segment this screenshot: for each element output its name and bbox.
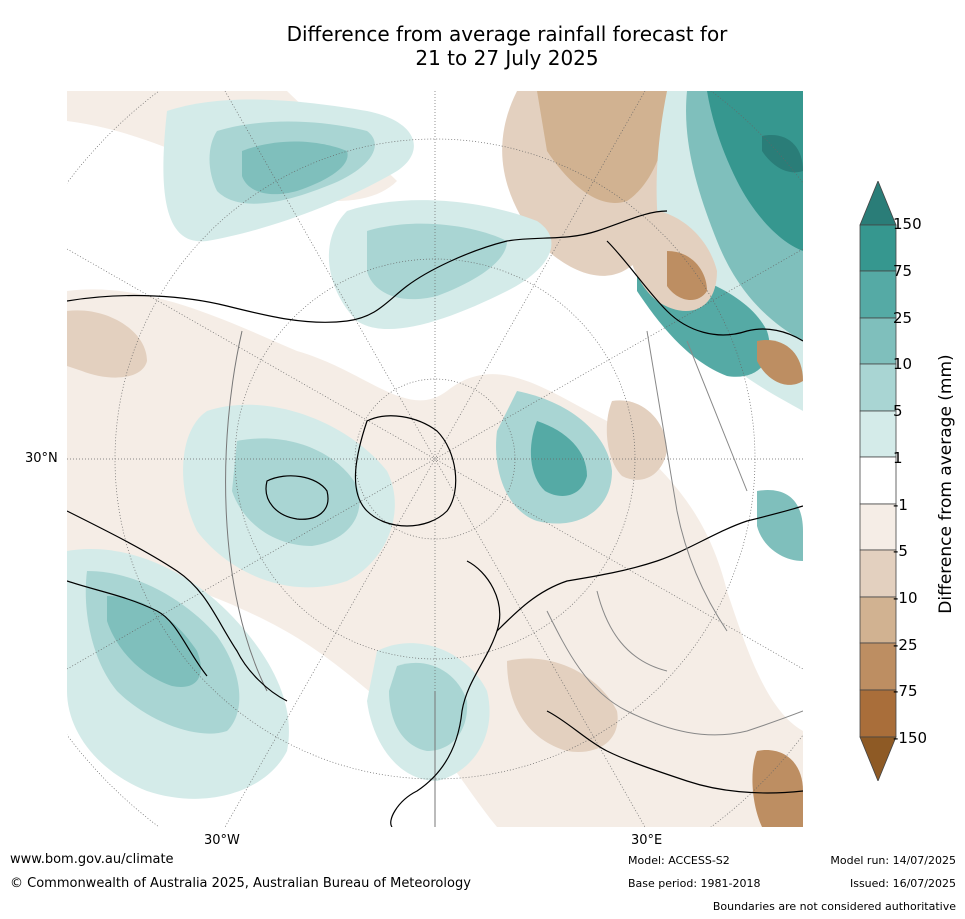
colorbar-extend-bottom	[859, 736, 897, 781]
colorbar-band-m1-1	[859, 456, 897, 505]
title-line-2: 21 to 27 July 2025	[415, 46, 599, 70]
colorbar-tick: 25	[893, 309, 913, 327]
colorbar-tick: -1	[893, 496, 908, 514]
lon-label-30w: 30°W	[204, 833, 240, 848]
colorbar-label: Difference from average (mm)	[936, 354, 956, 614]
colorbar-band-10-25	[859, 317, 897, 365]
colorbar-band-m10-m5	[859, 549, 897, 598]
colorbar-band-m75-m25	[859, 642, 897, 691]
anomaly-region-wet-5c	[107, 596, 201, 687]
anomaly-region-dry-5	[667, 251, 707, 301]
model-text: Model: ACCESS-S2	[628, 854, 730, 867]
title-line-1: Difference from average rainfall forecas…	[286, 22, 728, 46]
anomaly-region-dry-medium	[537, 91, 668, 203]
anomaly-region-wet-2b	[367, 223, 507, 300]
colorbar-tick: 10	[893, 355, 913, 373]
colorbar-band-m150-m75	[859, 689, 897, 738]
colorbar-tick: -150	[893, 729, 928, 747]
anomaly-region-wet-6b	[232, 438, 360, 546]
rainfall-anomaly-map	[67, 91, 803, 827]
anomaly-region-dry-6	[757, 340, 803, 385]
copyright-text: © Commonwealth of Australia 2025, Austra…	[10, 876, 471, 891]
colorbar-tick: -10	[893, 589, 918, 607]
anomaly-region-wet-3c	[707, 91, 803, 251]
colorbar-band-5-10	[859, 363, 897, 412]
colorbar-tick: 75	[893, 262, 913, 280]
model-run-text: Model run: 14/07/2025	[830, 854, 956, 867]
colorbar-band-75-150	[859, 224, 897, 272]
colorbar-tick: 1	[893, 449, 903, 467]
colorbar-band-m5-m1	[859, 503, 897, 551]
anomaly-region-dry-10	[606, 400, 667, 480]
colorbar-tick: -75	[893, 682, 918, 700]
boundaries-disclaimer: Boundaries are not considered authoritat…	[712, 900, 956, 913]
chart-title: Difference from average rainfall forecas…	[0, 22, 965, 70]
anomaly-region-wet-9	[757, 490, 803, 561]
anomaly-region-wet-3d	[762, 135, 803, 173]
colorbar-band-1-5	[859, 410, 897, 458]
colorbar-extend-top	[859, 181, 897, 226]
lon-label-30e: 30°E	[631, 833, 663, 848]
country-borders	[546, 330, 803, 736]
base-period-text: Base period: 1981-2018	[628, 877, 761, 890]
anomaly-region-dry-9	[752, 750, 803, 827]
anomaly-region-wet-8b	[389, 662, 468, 751]
colorbar-tick: 150	[893, 215, 922, 233]
colorbar-tick: -25	[893, 636, 918, 654]
colorbar-band-25-75	[859, 270, 897, 319]
map-canvas	[67, 91, 803, 827]
anomaly-region-wet-7b	[530, 421, 587, 496]
website-link[interactable]: www.bom.gov.au/climate	[10, 852, 174, 867]
colorbar	[859, 181, 897, 781]
issued-text: Issued: 16/07/2025	[849, 877, 956, 890]
graticule	[67, 91, 803, 827]
lat-label-30n: 30°N	[25, 451, 58, 466]
grid-lines	[225, 330, 436, 827]
anomaly-region-wet-1c	[242, 141, 348, 195]
colorbar-tick: -5	[893, 542, 908, 560]
colorbar-tick: 5	[893, 402, 903, 420]
colorbar-band-m25-m10	[859, 596, 897, 644]
anomaly-region-dry-7	[67, 310, 147, 378]
coastlines	[67, 210, 803, 827]
